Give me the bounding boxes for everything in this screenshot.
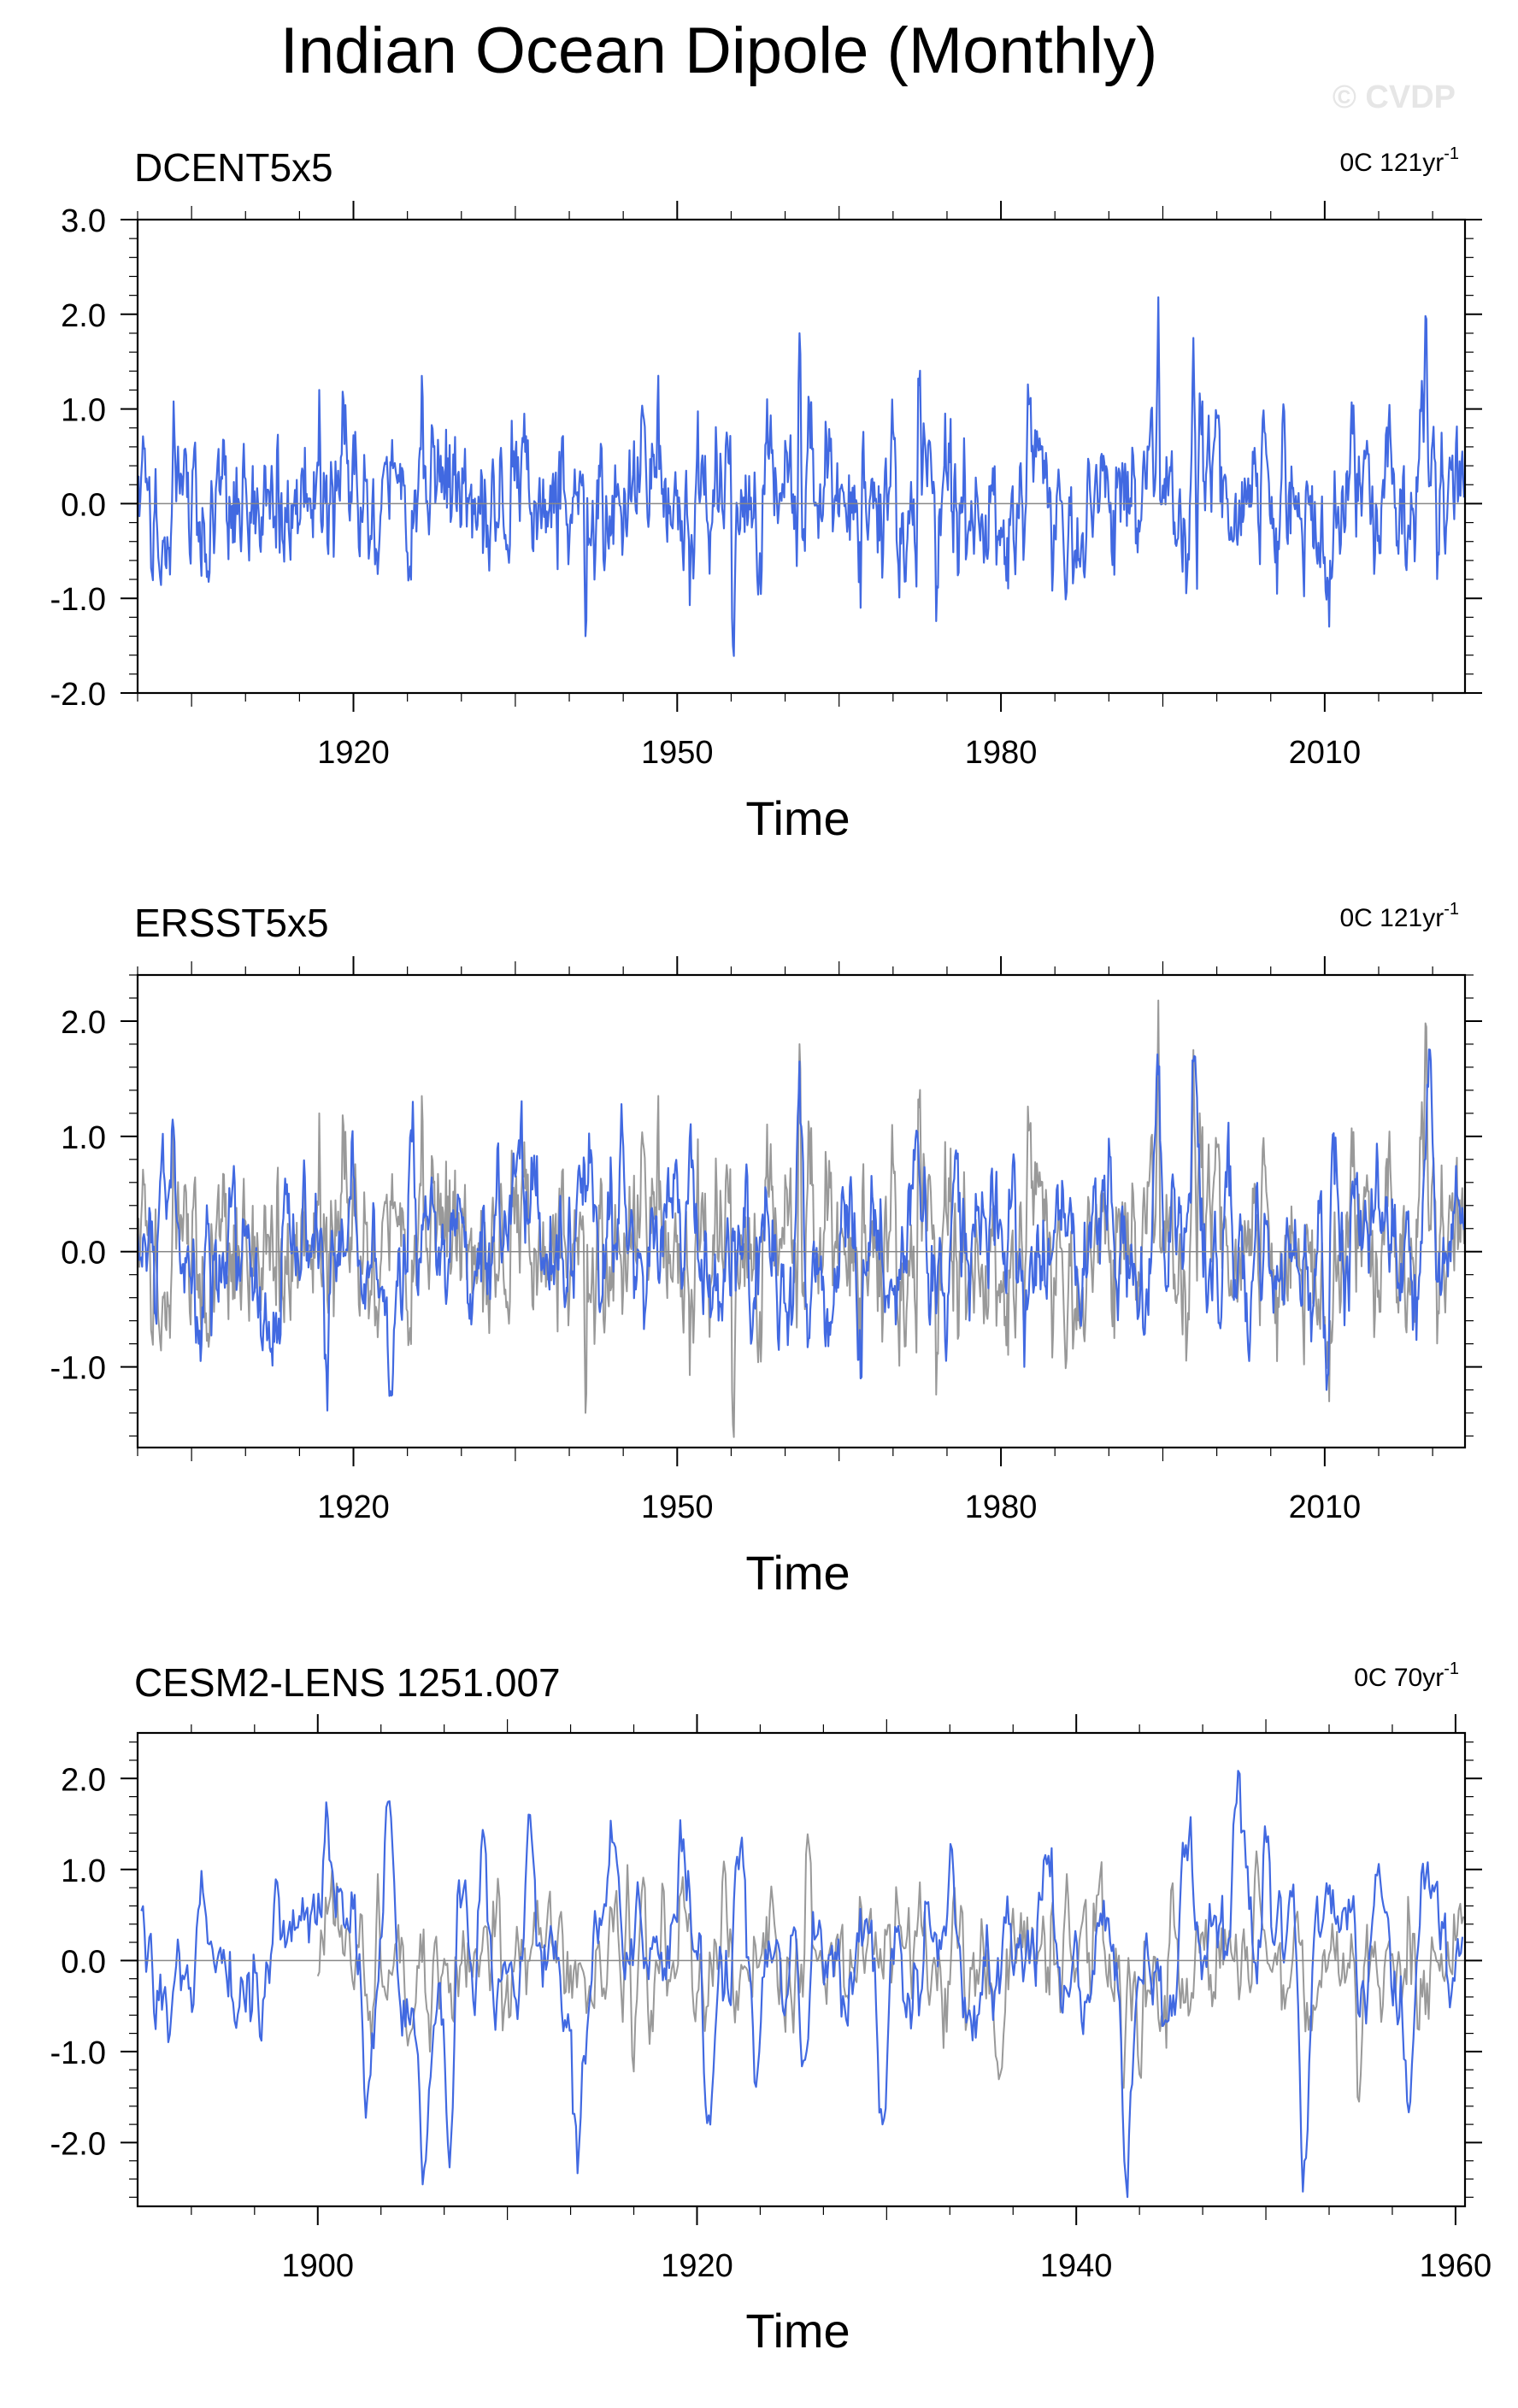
trend-label-sup: -1	[1444, 1659, 1459, 1678]
plot-frame	[136, 973, 1467, 1449]
panels: DCENT5x5 0C 121yr-1 -2.0 -1.0 0.0 1.0 2.0 3.0 19…	[50, 144, 1492, 2358]
x-axis-label: Time	[745, 1546, 850, 1600]
xtick-label: 1980	[965, 735, 1038, 771]
xtick-label: 1920	[317, 1489, 390, 1525]
plot-frame	[136, 1731, 1467, 2208]
ytick-label: 3.0	[61, 203, 106, 239]
ytick-label: -1.0	[50, 1351, 106, 1387]
panel-title: CESM2-LENS 1251.007	[134, 1660, 561, 1705]
xtick-label: 1900	[281, 2248, 354, 2284]
chart-panel: CESM2-LENS 1251.007 0C 70yr-1 -2.0 -1.0 0.0 1…	[50, 1659, 1492, 2358]
ytick-label: 0.0	[61, 487, 106, 523]
trend-label-sup: -1	[1444, 144, 1459, 163]
ytick-label: 2.0	[61, 1005, 106, 1041]
figure-title: Indian Ocean Dipole (Monthly)	[280, 15, 1158, 87]
ytick-label: 1.0	[61, 1120, 106, 1156]
trend-label: 0C 70yr-1	[1354, 1659, 1459, 1692]
xtick-label: 1950	[641, 735, 714, 771]
series-line-primary	[140, 1770, 1464, 2199]
xtick-label: 1940	[1040, 2248, 1113, 2284]
ytick-label: 1.0	[61, 393, 106, 429]
ytick-label: 2.0	[61, 298, 106, 334]
chart-panel: DCENT5x5 0C 121yr-1 -2.0 -1.0 0.0 1.0 2.0 3.0 19…	[50, 144, 1482, 845]
ytick-label: -2.0	[50, 677, 106, 713]
ytick-label: -1.0	[50, 2035, 106, 2071]
trend-label: 0C 121yr-1	[1339, 900, 1459, 932]
ytick-label: -1.0	[50, 582, 106, 618]
panel-title: DCENT5x5	[134, 145, 333, 190]
series-line-primary	[137, 296, 1465, 657]
xtick-label: 2010	[1289, 735, 1362, 771]
x-axis-label: Time	[745, 2304, 850, 2358]
series-line-primary	[136, 1048, 1465, 1412]
ytick-label: 2.0	[61, 1762, 106, 1798]
chart-panel: ERSST5x5 0C 121yr-1 -1.0 0.0 1.0 2.0 1920 1950 1…	[50, 900, 1482, 1600]
trend-label: 0C 121yr-1	[1339, 144, 1459, 177]
ytick-label: -2.0	[50, 2126, 106, 2162]
xtick-label: 1920	[661, 2248, 733, 2284]
watermark: © CVDP	[1333, 79, 1456, 115]
panel-title: ERSST5x5	[134, 901, 329, 945]
ytick-label: 0.0	[61, 1944, 106, 1980]
xtick-label: 1960	[1420, 2248, 1492, 2284]
ytick-label: 0.0	[61, 1236, 106, 1272]
xtick-label: 1980	[965, 1489, 1038, 1525]
x-axis-label: Time	[745, 791, 850, 845]
plot-frame	[136, 218, 1467, 695]
xtick-label: 1920	[317, 735, 390, 771]
xtick-label: 2010	[1289, 1489, 1362, 1525]
xtick-label: 1950	[641, 1489, 714, 1525]
ytick-label: 1.0	[61, 1853, 106, 1889]
trend-label-sup: -1	[1444, 900, 1459, 919]
